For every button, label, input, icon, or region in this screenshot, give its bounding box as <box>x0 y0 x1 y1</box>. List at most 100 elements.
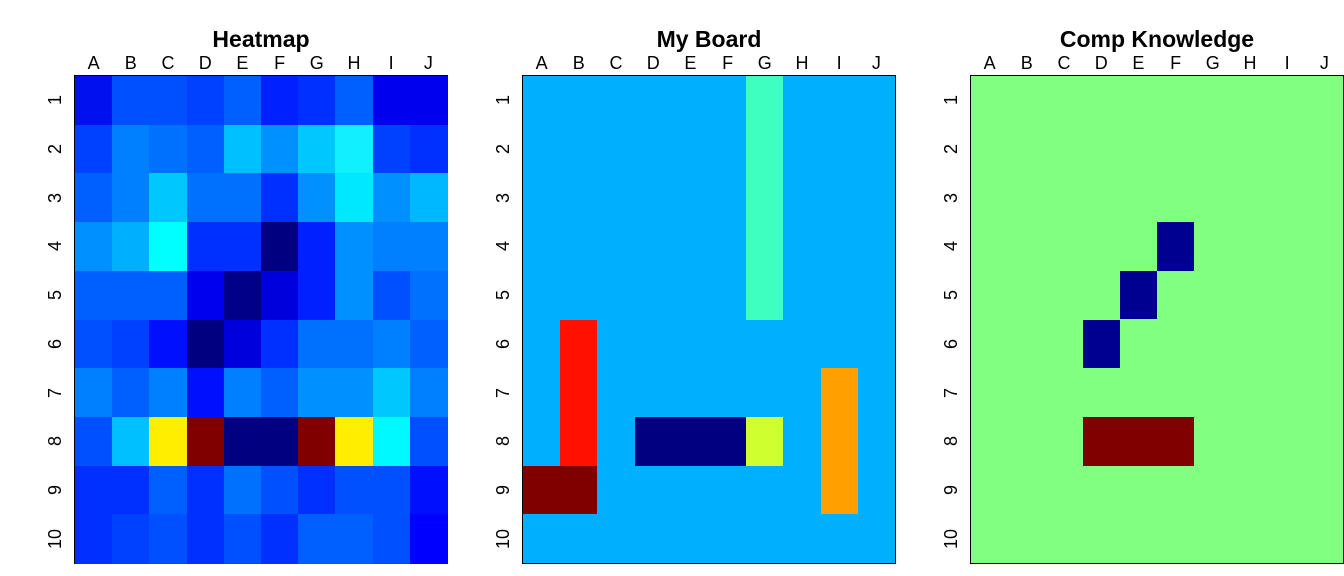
heatmap-cell[interactable] <box>261 173 299 224</box>
heatmap-cell[interactable] <box>223 368 262 419</box>
heatmap-cell[interactable] <box>223 465 262 516</box>
heatmap-cell[interactable] <box>186 173 225 224</box>
heatmap-cell[interactable] <box>186 270 225 321</box>
heatmap-cell[interactable] <box>261 76 299 126</box>
heatmap-cell[interactable] <box>186 465 225 516</box>
heatmap-cell[interactable] <box>335 124 374 175</box>
heatmap-cell[interactable] <box>112 222 151 273</box>
heatmap-cell[interactable] <box>186 76 225 126</box>
heatmap-cell[interactable] <box>149 270 188 321</box>
heatmap-cell[interactable] <box>186 124 225 175</box>
heatmap-cell[interactable] <box>112 270 151 321</box>
heatmap-cell[interactable] <box>75 76 113 126</box>
heatmap-cell[interactable] <box>223 270 262 321</box>
heatmap-cell[interactable] <box>298 173 337 224</box>
heatmap-cell[interactable] <box>372 124 411 175</box>
heatmap-cell[interactable] <box>409 465 448 516</box>
heatmap-cell[interactable] <box>186 416 225 467</box>
heatmap-cell[interactable] <box>75 416 113 467</box>
heatmap-cell[interactable] <box>112 319 151 370</box>
heatmap-cell[interactable] <box>335 319 374 370</box>
heatmap-cell[interactable] <box>372 465 411 516</box>
heatmap-cell[interactable] <box>261 416 299 467</box>
heatmap-cell[interactable] <box>298 416 337 467</box>
heatmap-cell[interactable] <box>261 222 299 273</box>
heatmap-cell[interactable] <box>335 76 374 126</box>
heatmap-cell[interactable] <box>223 124 262 175</box>
heatmap-cell[interactable] <box>149 124 188 175</box>
heatmap-cell[interactable] <box>186 368 225 419</box>
heatmap-cell[interactable] <box>372 319 411 370</box>
heatmap-cell[interactable] <box>261 514 299 565</box>
heatmap-cell[interactable] <box>112 368 151 419</box>
heatmap-cell[interactable] <box>335 514 374 565</box>
heatmap-cell[interactable] <box>409 270 448 321</box>
heatmap-cell[interactable] <box>112 416 151 467</box>
heatmap-cell[interactable] <box>409 368 448 419</box>
heatmap-cell[interactable] <box>149 222 188 273</box>
heatmap-cell[interactable] <box>409 416 448 467</box>
heatmap-cell[interactable] <box>298 514 337 565</box>
heatmap-cell[interactable] <box>149 416 188 467</box>
heatmap-cell[interactable] <box>372 514 411 565</box>
heatmap-cell[interactable] <box>335 368 374 419</box>
heatmap-cell[interactable] <box>409 173 448 224</box>
heatmap-cell[interactable] <box>75 173 113 224</box>
heatmap-cell[interactable] <box>112 514 151 565</box>
heatmap-cell[interactable] <box>149 76 188 126</box>
heatmap-cell[interactable] <box>75 368 113 419</box>
heatmap-cell[interactable] <box>223 76 262 126</box>
heatmap-cell[interactable] <box>298 319 337 370</box>
heatmap-cell[interactable] <box>372 368 411 419</box>
heatmap-cell[interactable] <box>261 124 299 175</box>
heatmap-cell[interactable] <box>112 173 151 224</box>
heatmap-cell[interactable] <box>261 368 299 419</box>
heatmap-cell[interactable] <box>75 514 113 565</box>
heatmap-cell[interactable] <box>335 222 374 273</box>
heatmap-cell[interactable] <box>149 514 188 565</box>
heatmap-cell[interactable] <box>75 465 113 516</box>
heatmap-cell[interactable] <box>75 319 113 370</box>
heatmap-cell[interactable] <box>409 76 448 126</box>
heatmap-cell[interactable] <box>223 173 262 224</box>
heatmap-cell[interactable] <box>409 124 448 175</box>
heatmap-cell[interactable] <box>261 270 299 321</box>
heatmap-cell[interactable] <box>186 319 225 370</box>
heatmap-cell[interactable] <box>372 270 411 321</box>
heatmap-cell[interactable] <box>298 124 337 175</box>
heatmap-cell[interactable] <box>372 76 411 126</box>
heatmap-cell[interactable] <box>223 319 262 370</box>
heatmap-cell[interactable] <box>112 76 151 126</box>
heatmap-cell[interactable] <box>409 319 448 370</box>
heatmap-cell[interactable] <box>223 222 262 273</box>
heatmap-cell[interactable] <box>223 416 262 467</box>
heatmap-cell[interactable] <box>298 368 337 419</box>
heatmap-cell[interactable] <box>75 270 113 321</box>
heatmap-cell[interactable] <box>372 173 411 224</box>
heatmap-cell[interactable] <box>186 514 225 565</box>
heatmap-cell[interactable] <box>372 222 411 273</box>
heatmap-cell[interactable] <box>298 76 337 126</box>
heatmap-cell[interactable] <box>149 173 188 224</box>
heatmap-cell[interactable] <box>409 514 448 565</box>
heatmap-cell[interactable] <box>149 465 188 516</box>
heatmap-cell[interactable] <box>409 222 448 273</box>
heatmap-cell[interactable] <box>223 514 262 565</box>
heatmap-cell[interactable] <box>149 368 188 419</box>
heatmap-cell[interactable] <box>186 222 225 273</box>
heatmap-cell[interactable] <box>75 124 113 175</box>
heatmap-cell[interactable] <box>335 416 374 467</box>
heatmap-cell[interactable] <box>298 222 337 273</box>
heatmap-cell[interactable] <box>261 465 299 516</box>
heatmap-cell[interactable] <box>335 465 374 516</box>
heatmap-cell[interactable] <box>112 124 151 175</box>
heatmap-cell[interactable] <box>335 173 374 224</box>
heatmap-cell[interactable] <box>372 416 411 467</box>
heatmap-cell[interactable] <box>75 222 113 273</box>
heatmap-cell[interactable] <box>298 465 337 516</box>
heatmap-cell[interactable] <box>335 270 374 321</box>
heatmap-cell[interactable] <box>298 270 337 321</box>
heatmap-cell[interactable] <box>149 319 188 370</box>
heatmap-cell[interactable] <box>112 465 151 516</box>
heatmap-cell[interactable] <box>261 319 299 370</box>
